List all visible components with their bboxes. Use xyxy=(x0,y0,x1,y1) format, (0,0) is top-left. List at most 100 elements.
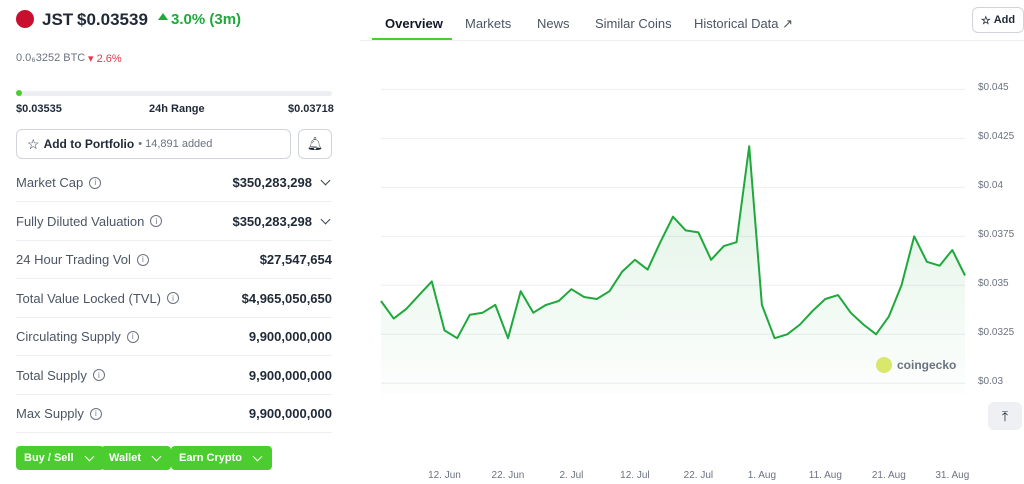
y-tick-label: $0.045 xyxy=(978,82,1009,94)
watermark-logo xyxy=(876,357,892,373)
x-tick-label: 21. Aug xyxy=(872,470,906,481)
chevron xyxy=(320,214,331,224)
coin-logo xyxy=(16,10,34,28)
tab[interactable]: Markets xyxy=(465,16,512,31)
stat-label-group: 24 Hour Trading Vol i xyxy=(16,252,149,267)
stat-row: Total Supply i 9,900,000,000 xyxy=(16,357,332,395)
btc-price: 0.0₆3252 BTC xyxy=(16,52,86,64)
stat-label: Fully Diluted Valuation xyxy=(16,213,145,229)
y-tick-label: $0.04 xyxy=(978,180,1004,192)
stat-label-group: Max Supply i xyxy=(16,406,102,421)
stat-value-group: 9,900,000,000 xyxy=(249,368,332,383)
btc-change: ▾ 2.6% xyxy=(88,53,122,65)
y-tick-label: $0.03 xyxy=(978,376,1004,388)
action-label: Wallet xyxy=(109,452,141,464)
watermark: coingecko xyxy=(897,358,957,372)
y-tick-label: $0.035 xyxy=(978,278,1009,290)
stat-label: Circulating Supply xyxy=(16,329,121,344)
stat-label-group: Market Cap i xyxy=(16,175,102,190)
tab[interactable]: Historical Data ↗ xyxy=(694,16,794,31)
symbol: JST xyxy=(42,10,74,29)
stat-label: Total Value Locked (TVL) xyxy=(16,290,161,306)
stat-label: Max Supply xyxy=(16,406,84,421)
info-icon: i xyxy=(126,330,139,343)
info-icon: i xyxy=(89,407,102,420)
add-label: Add xyxy=(993,14,1016,26)
price-line xyxy=(380,145,966,340)
chevron xyxy=(252,451,263,461)
stat-value: 9,900,000,000 xyxy=(248,329,332,344)
stat-row: 24 Hour Trading Vol i $27,547,654 xyxy=(16,241,332,279)
up-arrow xyxy=(158,13,168,20)
info-icon: i xyxy=(89,176,102,189)
stat-value-group: 9,900,000,000 xyxy=(249,329,332,344)
y-tick-label: $0.0375 xyxy=(978,229,1015,241)
tab[interactable]: Similar Coins xyxy=(595,16,672,31)
chevron xyxy=(320,175,331,186)
stat-value: $350,283,298 xyxy=(232,175,312,190)
chevron xyxy=(84,451,94,461)
x-tick-label: 11. Aug xyxy=(809,470,842,481)
tab[interactable]: Overview xyxy=(385,16,443,31)
area xyxy=(381,146,965,395)
range-high: $0.03718 xyxy=(288,103,334,115)
stat-row: Circulating Supply i 9,900,000,000 xyxy=(16,318,332,356)
range-bar xyxy=(16,91,332,96)
action-button[interactable]: Buy / Sell xyxy=(16,446,104,470)
action-button[interactable]: Wallet xyxy=(101,446,171,470)
info-icon: i xyxy=(167,292,179,304)
stat-value: $27,547,654 xyxy=(259,252,332,267)
action-label: Earn Crypto xyxy=(179,452,242,464)
stat-value-group: $27,547,654 xyxy=(260,252,332,267)
stat-row: Max Supply i 9,900,000,000 xyxy=(16,395,332,433)
action-button[interactable]: Earn Crypto xyxy=(171,446,272,470)
stat-label: Market Cap xyxy=(16,175,84,190)
action-label: Buy / Sell xyxy=(24,452,74,464)
info-icon: i xyxy=(150,215,163,227)
add-button[interactable]: ☆ Add xyxy=(972,7,1024,33)
stat-value-group: 9,900,000,000 xyxy=(249,406,332,421)
tab-border xyxy=(360,40,1024,41)
tab-underline xyxy=(372,38,452,41)
y-tick-label: $0.0325 xyxy=(978,327,1015,339)
x-tick-label: 2. Jul xyxy=(559,470,583,481)
chevron xyxy=(151,451,162,461)
portfolio-button[interactable]: ☆ Add to Portfolio • 14,891 added xyxy=(16,129,291,159)
x-tick-label: 12. Jun xyxy=(428,470,461,481)
x-tick-label: 22. Jul xyxy=(684,470,713,481)
y-tick-label: $0.0425 xyxy=(978,131,1015,143)
stat-value: 9,900,000,000 xyxy=(248,406,332,421)
stat-value-group: $350,283,298 xyxy=(232,175,332,190)
stat-value: $350,283,298 xyxy=(232,213,312,229)
x-tick-label: 12. Jul xyxy=(620,470,649,481)
portfolio-added: • 14,891 added xyxy=(138,138,213,150)
x-tick-label: 1. Aug xyxy=(748,470,776,481)
stat-row: Fully Diluted Valuation i $350,283,298 xyxy=(16,203,332,241)
stat-row: Market Cap i $350,283,298 xyxy=(16,164,332,202)
stat-label-group: Total Supply i xyxy=(16,368,105,383)
stat-label: 24 Hour Trading Vol xyxy=(16,252,131,267)
x-tick-label: 31. Aug xyxy=(935,470,969,481)
stat-value: 9,900,000,000 xyxy=(248,367,332,383)
price-change: 3.0% (3m) xyxy=(171,11,242,28)
stat-label-group: Fully Diluted Valuation i xyxy=(16,213,163,229)
x-tick-label: 22. Jun xyxy=(492,470,525,481)
range-low: $0.03535 xyxy=(16,103,62,115)
stat-label-group: Circulating Supply i xyxy=(16,329,139,344)
stat-value-group: $4,965,050,650 xyxy=(242,291,332,306)
stat-label-group: Total Value Locked (TVL) i xyxy=(16,291,179,306)
scroll-top-button[interactable]: ⤒ xyxy=(988,402,1022,430)
stat-value: $4,965,050,650 xyxy=(241,290,332,306)
btc-change-value: 2.6% xyxy=(96,53,122,65)
portfolio-label: Add to Portfolio xyxy=(43,137,135,151)
bell-button[interactable]: 🔔︎ xyxy=(298,129,332,159)
chart: 12. Jun 22. Jun 2. Jul 12. Jul 22. Jul 1. Aug… xyxy=(380,88,969,481)
stat-value-group: $350,283,298 xyxy=(232,214,332,229)
price: $0.03539 xyxy=(77,10,148,29)
range-label: 24h Range xyxy=(149,103,205,115)
info-icon: i xyxy=(92,369,105,381)
stat-row: Total Value Locked (TVL) i $4,965,050,650 xyxy=(16,280,332,318)
tab[interactable]: News xyxy=(537,16,570,31)
stat-label: Total Supply xyxy=(16,367,87,383)
